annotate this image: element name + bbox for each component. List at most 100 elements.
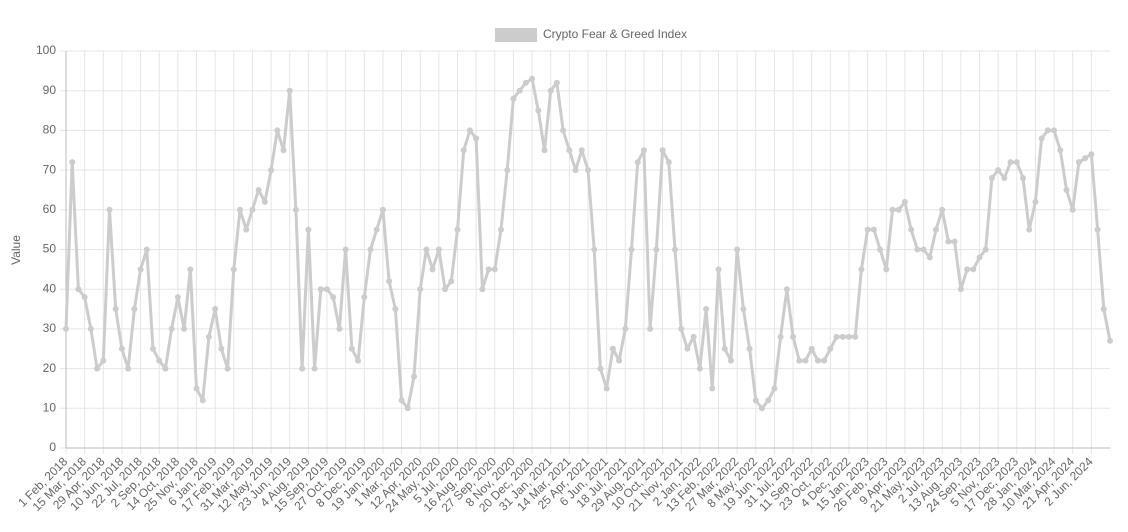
data-point [131, 306, 138, 313]
data-point [516, 87, 523, 94]
data-point [1082, 155, 1089, 162]
data-point [951, 238, 958, 245]
data-point [1038, 135, 1045, 142]
data-point [609, 345, 616, 352]
data-point [721, 345, 728, 352]
data-point [423, 246, 430, 253]
data-point [864, 226, 871, 233]
data-point [466, 127, 473, 134]
data-point [585, 167, 591, 174]
data-point [901, 198, 908, 205]
data-point [1032, 198, 1039, 205]
y-tick-label: 90 [43, 83, 57, 97]
data-point [255, 186, 262, 193]
data-point [957, 286, 964, 293]
data-point [473, 135, 480, 142]
data-point [591, 246, 598, 253]
data-point [187, 266, 194, 273]
y-tick-label: 40 [43, 281, 57, 295]
data-point [361, 294, 368, 301]
data-point [193, 385, 200, 392]
y-tick-label: 100 [36, 43, 56, 57]
data-point [895, 206, 902, 213]
data-point [479, 286, 486, 293]
data-point [578, 147, 585, 154]
data-point [889, 206, 896, 213]
data-point [181, 325, 188, 332]
data-point [752, 397, 759, 404]
data-point [268, 167, 275, 174]
data-point [653, 246, 660, 253]
data-point [112, 306, 119, 313]
data-point [205, 333, 212, 340]
data-point [535, 107, 542, 114]
data-point [1075, 159, 1082, 166]
data-point [174, 294, 181, 301]
data-point [249, 206, 256, 213]
data-point [87, 325, 94, 332]
y-tick-label: 80 [43, 123, 57, 137]
data-point [168, 325, 175, 332]
data-point [678, 325, 685, 332]
data-point [808, 345, 815, 352]
data-point [647, 325, 654, 332]
data-point [292, 206, 299, 213]
data-point [771, 385, 778, 392]
y-tick-label: 20 [43, 361, 57, 375]
data-point [504, 167, 511, 174]
data-point [237, 206, 243, 213]
data-point [1051, 127, 1058, 134]
data-point [634, 159, 641, 166]
data-point [280, 147, 287, 154]
data-point [498, 226, 504, 233]
data-point [790, 333, 797, 340]
data-point [839, 333, 846, 340]
data-point [926, 254, 933, 261]
data-point [703, 306, 710, 313]
data-point [783, 286, 790, 293]
data-point [1063, 186, 1070, 193]
data-point [603, 385, 610, 392]
data-point [1094, 226, 1101, 233]
data-point [69, 159, 76, 166]
data-point [324, 286, 330, 293]
data-point [852, 333, 859, 340]
data-point [914, 246, 921, 253]
data-point [541, 147, 548, 154]
data-point [727, 357, 734, 364]
data-point [1057, 147, 1064, 154]
legend-swatch [494, 28, 537, 42]
data-point [435, 246, 442, 253]
data-point [846, 333, 852, 340]
data-point [404, 405, 411, 412]
data-point [63, 325, 69, 332]
data-point [640, 147, 647, 154]
data-point [870, 226, 877, 233]
data-point [734, 246, 741, 253]
data-point [1007, 159, 1014, 166]
data-point [560, 127, 567, 134]
data-point [628, 246, 635, 253]
data-point [827, 345, 834, 352]
y-axis-title: Value [9, 235, 23, 265]
data-point [429, 266, 436, 273]
data-point [553, 79, 560, 86]
data-point [933, 226, 939, 233]
data-point [690, 333, 697, 340]
data-point [964, 266, 971, 273]
data-point [1100, 306, 1107, 313]
data-point [1044, 127, 1051, 134]
data-point [572, 167, 579, 174]
data-point [367, 246, 374, 253]
data-point [746, 345, 753, 352]
data-point [81, 294, 88, 301]
data-point [796, 357, 803, 364]
data-point [597, 365, 604, 372]
data-point [379, 206, 386, 213]
data-point [199, 397, 206, 404]
data-point [156, 357, 163, 364]
data-point [547, 87, 554, 94]
data-point [286, 87, 293, 94]
y-tick-label: 50 [43, 242, 57, 256]
